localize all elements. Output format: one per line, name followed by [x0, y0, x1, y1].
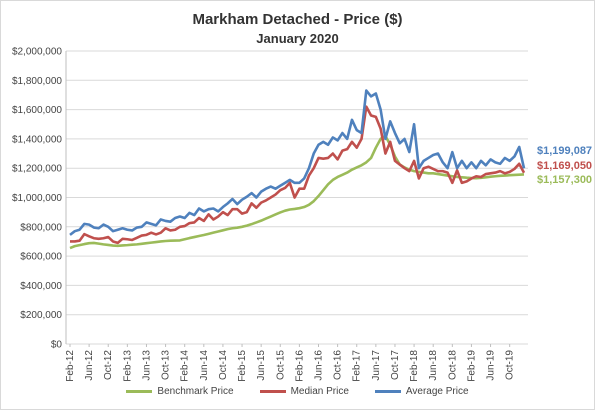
x-tick-label: Oct-13	[161, 350, 172, 380]
x-tick-label: Oct-14	[218, 350, 229, 380]
legend-swatch-median	[259, 390, 286, 393]
x-tick-label: Jun-15	[256, 350, 267, 381]
x-tick-label: Oct-17	[390, 350, 401, 380]
end-label-median: $1,169,050	[537, 160, 592, 172]
y-tick-label: $1,000,000	[12, 193, 62, 204]
x-tick-label: Jun-14	[199, 350, 210, 381]
y-tick-label: $1,600,000	[12, 105, 62, 116]
x-tick-label: Jun-17	[371, 350, 382, 381]
x-tick-label: Feb-12	[65, 350, 76, 382]
y-tick-label: $800,000	[20, 222, 62, 233]
series-line-average	[69, 89, 526, 236]
chart-legend: Benchmark Price Median Price Average Pri…	[0, 386, 595, 397]
x-tick-label: Oct-19	[505, 350, 516, 380]
legend-item-median: Median Price	[259, 386, 349, 397]
end-label-average: $1,199,087	[537, 145, 592, 157]
x-tick-label: Feb-14	[180, 350, 191, 382]
legend-label-average: Average Price	[405, 386, 469, 397]
series-line-median	[70, 105, 526, 245]
legend-item-benchmark: Benchmark Price	[126, 386, 234, 397]
x-tick-label: Jun-19	[486, 350, 497, 381]
y-tick-label: $1,400,000	[12, 134, 62, 145]
legend-item-average: Average Price	[374, 386, 469, 397]
x-tick-label: Feb-16	[294, 350, 305, 382]
x-tick-label: Feb-17	[352, 350, 363, 382]
x-tick-label: Feb-19	[466, 350, 477, 382]
legend-swatch-benchmark	[126, 390, 153, 393]
x-tick-label: Jun-16	[314, 350, 325, 381]
x-tick-label: Oct-15	[275, 350, 286, 380]
legend-swatch-average	[374, 390, 401, 393]
x-tick-label: Feb-13	[122, 350, 133, 382]
end-label-benchmark: $1,157,300	[537, 174, 592, 186]
y-tick-label: $200,000	[20, 310, 62, 321]
y-tick-label: $0	[51, 340, 63, 351]
x-tick-label: Jun-18	[428, 350, 439, 381]
y-tick-label: $600,000	[20, 252, 62, 263]
y-tick-label: $1,200,000	[12, 164, 62, 175]
x-tick-label: Oct-12	[103, 350, 114, 380]
x-tick-label: Oct-16	[333, 350, 344, 380]
x-tick-label: Oct-18	[447, 350, 458, 380]
y-tick-label: $1,800,000	[12, 76, 62, 87]
x-tick-label: Feb-15	[237, 350, 248, 382]
y-tick-label: $2,000,000	[12, 47, 62, 58]
x-tick-label: Feb-18	[409, 350, 420, 382]
y-tick-label: $400,000	[20, 281, 62, 292]
chart-subtitle: January 2020	[256, 31, 339, 46]
x-tick-label: Jun-13	[141, 350, 152, 381]
legend-label-benchmark: Benchmark Price	[157, 386, 234, 397]
legend-label-median: Median Price	[290, 386, 349, 397]
chart-title: Markham Detached - Price ($)	[192, 11, 403, 28]
x-tick-label: Jun-12	[84, 350, 95, 381]
